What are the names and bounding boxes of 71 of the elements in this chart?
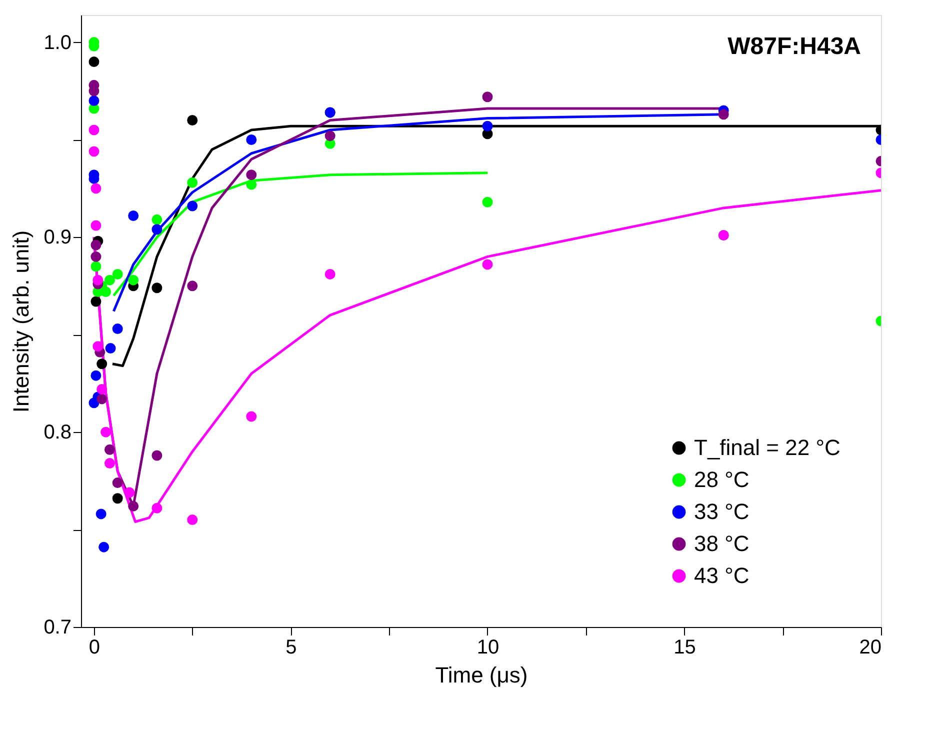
point (187, 177, 198, 188)
point (112, 324, 123, 334)
x-tick-label: 20 (859, 636, 882, 658)
point (324, 268, 336, 280)
legend-label: 38 °C (694, 531, 750, 556)
point (90, 220, 102, 231)
point (96, 384, 108, 394)
point (187, 115, 198, 126)
point (187, 200, 198, 212)
point (96, 508, 106, 520)
point (152, 502, 162, 514)
point (246, 179, 257, 190)
y-tick-label: 1.0 (44, 32, 72, 54)
x-tick-label: 5 (286, 636, 297, 658)
point (88, 56, 100, 68)
point (152, 224, 162, 235)
point (246, 411, 257, 422)
point (246, 170, 257, 180)
point (112, 478, 123, 488)
legend-label: 28 °C (694, 467, 750, 492)
point (482, 92, 493, 102)
point (96, 394, 108, 404)
point (90, 183, 102, 194)
point (104, 274, 115, 286)
point (92, 341, 104, 352)
point (96, 358, 108, 370)
point (90, 240, 102, 250)
x-tick-label: 0 (88, 636, 100, 658)
annotation: W87F:H43A (728, 33, 861, 60)
point (128, 210, 139, 221)
point (482, 259, 493, 270)
point (104, 444, 115, 455)
y-tick-label: 0.8 (44, 422, 72, 444)
x-tick-label: 10 (476, 636, 500, 658)
point (98, 542, 110, 552)
point (152, 282, 162, 294)
point (100, 286, 112, 297)
point (104, 458, 115, 469)
line-series (92, 189, 881, 523)
point (92, 274, 104, 286)
y-axis-title: Intensity (arb. unit) (8, 230, 34, 413)
point (152, 214, 162, 225)
point (124, 487, 135, 498)
point (90, 296, 102, 307)
point (482, 120, 493, 132)
point (88, 96, 100, 106)
point (88, 124, 100, 136)
point (90, 261, 102, 272)
point (246, 134, 257, 145)
point (112, 493, 123, 504)
point (100, 426, 112, 438)
x-axis-title: Time (μs) (435, 662, 528, 688)
point (718, 109, 729, 120)
point (112, 268, 123, 280)
point (128, 274, 139, 286)
point (90, 251, 102, 262)
x-tick-label: 15 (674, 636, 696, 658)
legend-label: T_final = 22 °C (694, 435, 840, 460)
point (482, 196, 493, 208)
legend-label: 33 °C (694, 499, 750, 524)
point (90, 370, 102, 381)
y-tick-label: 0.9 (44, 226, 72, 249)
point (324, 130, 336, 142)
point (187, 514, 198, 526)
y-tick-label: 0.7 (44, 616, 72, 638)
point (152, 450, 162, 461)
point (88, 146, 100, 157)
legend-label: 43 °C (694, 563, 750, 588)
point (105, 343, 116, 354)
point (187, 280, 198, 292)
point (128, 500, 139, 512)
